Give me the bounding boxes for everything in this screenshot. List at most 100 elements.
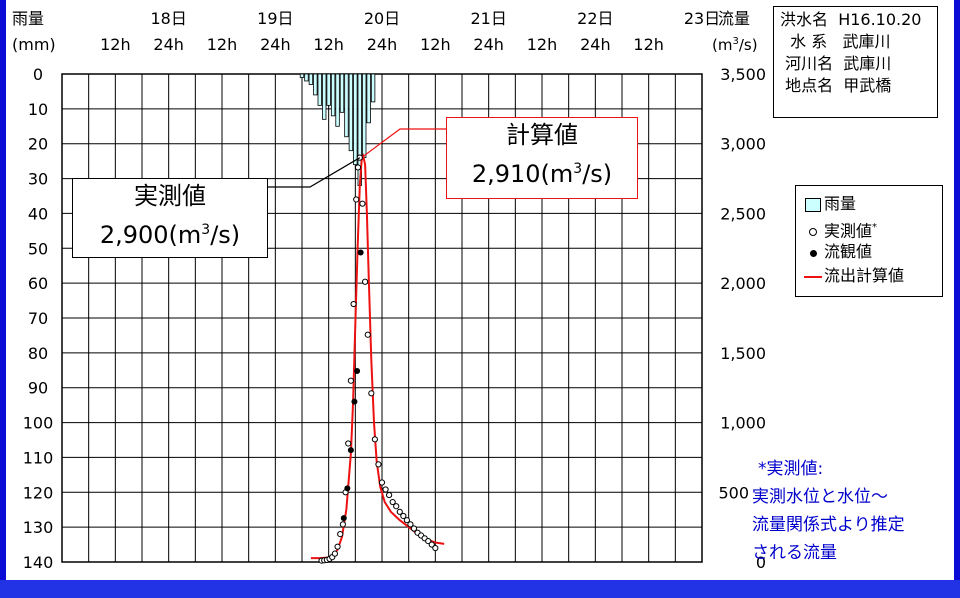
day-label: 20日: [364, 9, 400, 28]
rain-bar: [370, 73, 376, 103]
observed-point: [432, 544, 439, 552]
rain-bar: [326, 73, 331, 106]
observed-point: [403, 517, 410, 524]
legend: 雨量 実測値* 流観値 流出計算値: [795, 185, 943, 297]
rain-bar: [335, 73, 340, 127]
gauged-point: [340, 515, 347, 522]
gauged-point: [344, 485, 351, 492]
calc-callout: 計算値 2,910(m3/s): [446, 117, 638, 199]
rain-bar: [348, 73, 354, 152]
rain-tick-label: 120: [23, 483, 54, 502]
flow-tick-label: 500: [718, 483, 749, 502]
info-flood-row: 洪水名 H16.10.20: [780, 10, 922, 29]
rain-tick-label: 90: [28, 379, 48, 398]
callout-leaders: [266, 128, 446, 188]
left-axis-title: 雨量: [12, 9, 44, 28]
footnote: *実測値: 実測水位と水位～ 流量関係式より推定 される流量: [752, 455, 905, 567]
calc-callout-value: 2,910(m3/s): [471, 160, 613, 188]
observed-point: [347, 377, 354, 384]
hour-label: 12h: [633, 35, 664, 54]
rain-bar: [322, 73, 327, 120]
flow-tick-label: 2,500: [720, 204, 766, 223]
observed-point: [389, 498, 396, 506]
rain-tick-label: 50: [28, 239, 48, 258]
gauged-point: [351, 398, 358, 405]
calculated-line: [310, 152, 445, 560]
flow-tick-label: 3,000: [720, 135, 766, 154]
observed-point: [400, 512, 407, 520]
observed-point: [345, 440, 352, 447]
flow-tick-label: 0: [756, 553, 766, 572]
footnote-line-3: 流量関係式より推定: [752, 515, 905, 535]
observed-point: [396, 508, 403, 515]
flow-tick-label: 1,500: [720, 344, 766, 363]
observed-callout-title: 実測値: [134, 182, 206, 210]
rain-tick-label: 110: [23, 448, 54, 467]
calculated-series: [310, 152, 445, 560]
observed-point: [386, 491, 393, 499]
legend-item-observed: 実測値*: [802, 216, 877, 240]
hour-label: 12h: [207, 35, 238, 54]
observed-point: [362, 278, 369, 285]
left-axis-unit: (mm): [12, 35, 56, 54]
axis-labels: 0 10 20 30 40 50 60 70 80 90 100 110 120 130 140 3,500 3…: [23, 9, 766, 572]
observed-point: [359, 200, 366, 207]
legend-red-line-icon: [802, 265, 824, 289]
day-label: 19日: [257, 9, 293, 28]
hour-label: 12h: [527, 35, 558, 54]
right-axis-title: 流量: [718, 9, 750, 28]
day-label: 21日: [470, 9, 506, 28]
calc-callout-title: 計算値: [506, 121, 578, 149]
plot-border: [61, 73, 703, 563]
hour-label: 24h: [153, 35, 184, 54]
rain-bar: [362, 73, 367, 159]
hour-label: 24h: [367, 35, 398, 54]
rain-bar: [304, 73, 309, 82]
flow-tick-label: 3,500: [720, 65, 766, 84]
legend-item-gauged: 流観値: [802, 240, 872, 264]
rain-bar: [339, 73, 345, 113]
rain-bar: [299, 73, 305, 78]
observed-point: [331, 550, 338, 557]
observed-point: [368, 390, 375, 397]
rain-bar: [308, 73, 314, 85]
legend-filled-circle-icon: [802, 241, 824, 265]
observed-point: [334, 543, 341, 550]
rain-tick-label: 60: [28, 274, 48, 293]
observed-callout: 実測値 2,900(m3/s): [72, 178, 268, 258]
observed-point: [350, 300, 357, 308]
info-system-row: 水 系 武庫川: [790, 32, 891, 51]
legend-rain-swatch: [802, 193, 824, 217]
legend-item-rain: 雨量: [802, 192, 856, 216]
observed-point: [339, 521, 346, 528]
rain-bar: [317, 73, 322, 106]
day-label: 23日: [684, 9, 720, 28]
calc-leader-line: [362, 128, 446, 157]
observed-point: [410, 525, 418, 532]
legend-item-calculated: 流出計算値: [802, 264, 904, 288]
day-label: 22日: [577, 9, 613, 28]
observed-point: [393, 503, 400, 510]
footnote-line-2: 実測水位と水位～: [752, 487, 888, 507]
day-label: 18日: [150, 9, 186, 28]
footnote-line-4: される流量: [752, 543, 837, 563]
observed-series: [318, 154, 439, 564]
hour-label: 24h: [473, 35, 504, 54]
hour-label: 12h: [420, 35, 451, 54]
observed-point: [378, 479, 386, 486]
gauged-series: [340, 249, 364, 522]
rain-tick-label: 0: [33, 65, 43, 84]
hour-label: 24h: [580, 35, 611, 54]
rain-tick-label: 130: [23, 518, 54, 537]
gauged-point: [357, 249, 364, 256]
hour-label: 12h: [100, 35, 131, 54]
info-point-row: 地点名 甲武橋: [785, 76, 892, 95]
right-axis-unit: (m3/s): [712, 36, 758, 54]
rain-tick-label: 140: [23, 553, 54, 572]
observed-point: [353, 196, 360, 203]
rain-tick-label: 40: [28, 204, 48, 223]
legend-open-circle-icon: [802, 220, 824, 244]
gauged-point: [354, 367, 361, 374]
